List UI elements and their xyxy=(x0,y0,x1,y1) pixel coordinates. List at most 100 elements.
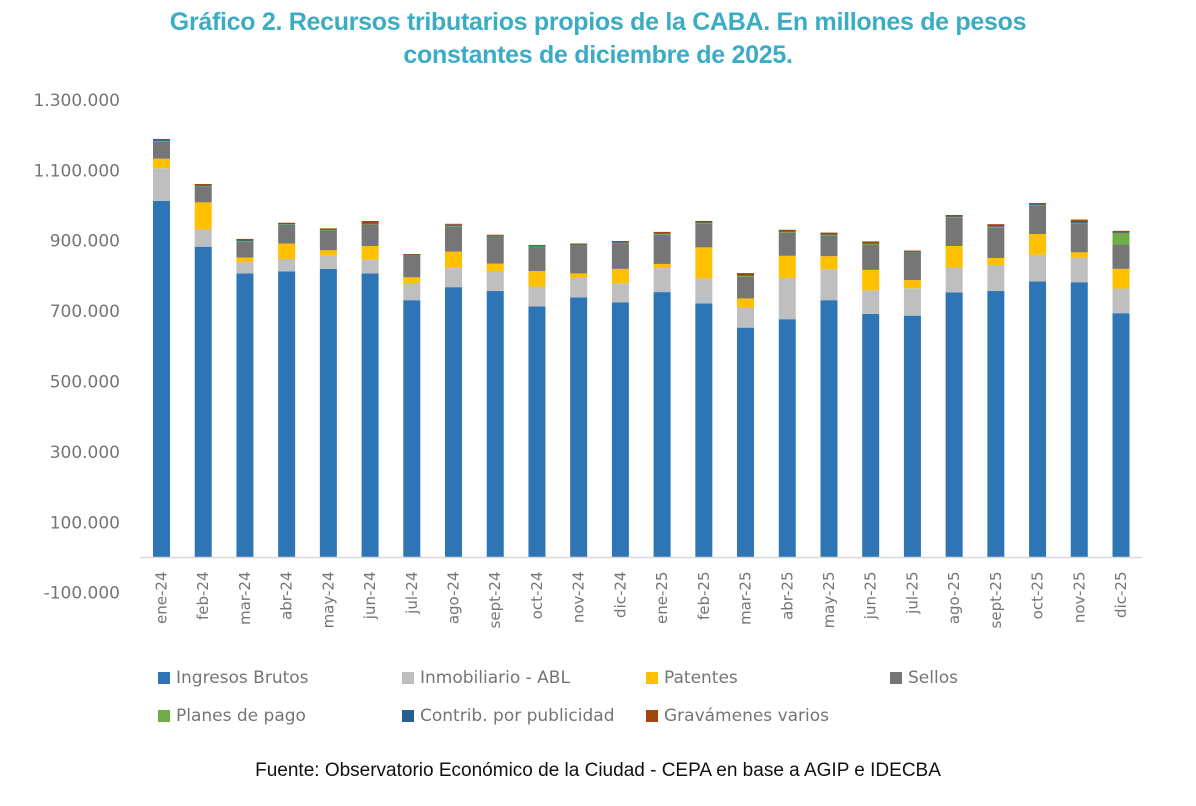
stacked-bar-chart: -100.000 100.000 300.000 500.000 700.000 900.… xyxy=(33,91,1142,629)
x-tick-label: oct-25 xyxy=(1029,572,1047,620)
bar-segment xyxy=(319,255,337,269)
bar-segment xyxy=(486,291,504,558)
bar-segment xyxy=(695,222,713,224)
bar-segment xyxy=(361,220,379,224)
bar-stack-oct-24 xyxy=(528,244,546,558)
source-note: Fuente: Observatorio Económico de la Ciu… xyxy=(255,760,941,781)
bar-segment xyxy=(653,268,671,293)
bar-segment xyxy=(486,235,504,237)
bar-segment xyxy=(653,231,671,234)
x-tick-label: mar-24 xyxy=(236,572,254,626)
bar-segment xyxy=(1070,219,1088,223)
y-tick-label: 700.000 xyxy=(50,302,120,322)
bar-segment xyxy=(820,269,838,301)
bar-segment xyxy=(403,254,421,255)
bar-segment xyxy=(1029,205,1047,235)
bar-segment xyxy=(1070,223,1088,253)
bar-segment xyxy=(653,233,671,235)
bar-segment xyxy=(945,292,963,558)
bar-segment xyxy=(361,223,379,224)
bar-segment xyxy=(153,168,170,201)
bar-segment xyxy=(194,186,212,203)
bar-segment xyxy=(361,223,379,225)
bar-segment xyxy=(611,241,629,243)
bar-segment xyxy=(319,228,337,230)
bar-stack-mar-24 xyxy=(236,238,254,558)
bar-segment xyxy=(361,245,379,260)
bar-segment xyxy=(1112,288,1130,314)
bar-segment xyxy=(236,257,254,263)
bar-segment xyxy=(611,243,629,269)
bar-segment xyxy=(153,140,170,141)
bar-segment xyxy=(278,259,296,272)
legend-swatch xyxy=(158,672,170,684)
bar-segment xyxy=(653,234,671,264)
bar-segment xyxy=(903,250,921,252)
bar-stack-may-25 xyxy=(820,232,838,558)
bar-segment xyxy=(445,225,463,227)
bar-segment xyxy=(528,244,546,246)
bar-segment xyxy=(319,229,337,231)
legend-label: Inmobiliario - ABL xyxy=(420,668,570,688)
legend-item: Ingresos Brutos xyxy=(158,668,309,688)
bar-segment xyxy=(278,223,296,225)
bar-segment xyxy=(570,244,588,246)
bar-segment xyxy=(1029,204,1047,205)
bar-segment xyxy=(194,184,212,186)
bar-segment xyxy=(987,291,1005,558)
bar-segment xyxy=(403,300,421,558)
bar-segment xyxy=(653,233,671,235)
bar-segment xyxy=(1070,222,1088,224)
x-tick-label: sept-25 xyxy=(987,572,1005,629)
bar-segment xyxy=(987,226,1005,228)
bar-segment xyxy=(486,263,504,271)
bar-segment xyxy=(737,275,755,276)
bar-segment xyxy=(1112,232,1130,245)
x-tick-label: feb-25 xyxy=(695,572,713,621)
legend-label: Ingresos Brutos xyxy=(176,668,309,688)
bar-segment xyxy=(528,306,546,558)
bar-segment xyxy=(945,217,963,246)
y-axis: -100.000 100.000 300.000 500.000 700.000 900.… xyxy=(33,91,120,604)
bar-stack-sept-24 xyxy=(486,234,504,558)
bar-segment xyxy=(528,247,546,271)
chart-title: Gráfico 2. Recursos tributarios propios … xyxy=(0,6,1196,72)
bar-segment xyxy=(236,241,254,258)
bar-segment xyxy=(862,243,880,244)
bar-segment xyxy=(319,250,337,256)
bar-segment xyxy=(1029,234,1047,255)
bar-segment xyxy=(528,245,546,247)
bar-segment xyxy=(319,230,337,251)
bar-segment xyxy=(903,252,921,281)
legend-label: Patentes xyxy=(664,668,738,688)
bar-segment xyxy=(695,220,713,223)
y-tick-label: 300.000 xyxy=(50,443,120,463)
y-tick-label: -100.000 xyxy=(44,584,120,604)
bar-segment xyxy=(862,290,880,314)
legend-label: Contrib. por publicidad xyxy=(420,706,615,726)
bar-segment xyxy=(570,297,588,558)
bar-stack-dic-25 xyxy=(1112,230,1130,558)
bar-segment xyxy=(1070,282,1088,558)
bar-segment xyxy=(695,223,713,248)
y-tick-label: 100.000 xyxy=(50,513,120,533)
bar-segment xyxy=(153,200,170,558)
bar-stack-may-24 xyxy=(319,228,337,558)
bar-segment xyxy=(862,269,880,291)
legend-label: Sellos xyxy=(908,668,958,688)
x-tick-label: dic-25 xyxy=(1112,572,1130,618)
x-tick-label: oct-24 xyxy=(528,572,546,620)
x-tick-label: jun-25 xyxy=(862,572,880,621)
bar-segment xyxy=(820,232,838,235)
bar-segment xyxy=(1029,254,1047,282)
y-tick-label: 900.000 xyxy=(50,232,120,252)
chart-title-line-1: Gráfico 2. Recursos tributarios propios … xyxy=(169,8,1027,36)
bar-segment xyxy=(778,229,796,232)
x-tick-label: abr-24 xyxy=(278,572,296,620)
bar-segment xyxy=(820,234,838,236)
y-tick-label: 1.100.000 xyxy=(33,161,120,181)
bar-stack-mar-25 xyxy=(737,273,755,558)
bar-segment xyxy=(862,313,880,558)
legend-swatch xyxy=(646,672,658,684)
x-axis: ene-24 feb-24 mar-24 abr-24 may-24 jun-24 jul-… xyxy=(153,572,1131,629)
